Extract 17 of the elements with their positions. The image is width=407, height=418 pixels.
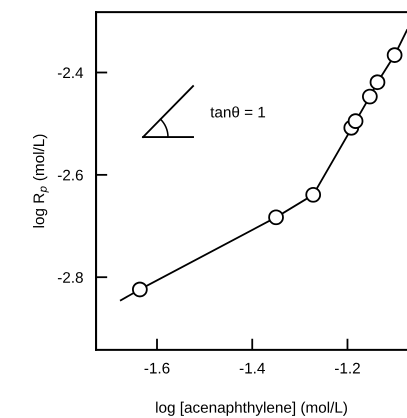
point [362, 88, 378, 104]
point [386, 47, 402, 63]
line-series [120, 29, 407, 302]
y-tick-label: -2.4 [58, 67, 84, 78]
point [268, 209, 284, 226]
y-tick-label: -2.6 [58, 170, 83, 181]
point [305, 186, 322, 203]
x-tick-label: -1.4 [240, 362, 265, 374]
x-tick-label: -1.2 [334, 362, 360, 374]
x-tick-label: -1.6 [144, 362, 170, 374]
x-axis-title: log [acenaphthylene] (mol/L) [156, 402, 347, 416]
y-tick-label: -2.8 [58, 272, 83, 283]
annotation: tanθ = 1 [210, 106, 266, 118]
y-axis-title: log R$_{p}$ (mol/L) [33, 134, 49, 228]
point [132, 282, 148, 298]
point [370, 74, 386, 90]
point [348, 113, 364, 129]
